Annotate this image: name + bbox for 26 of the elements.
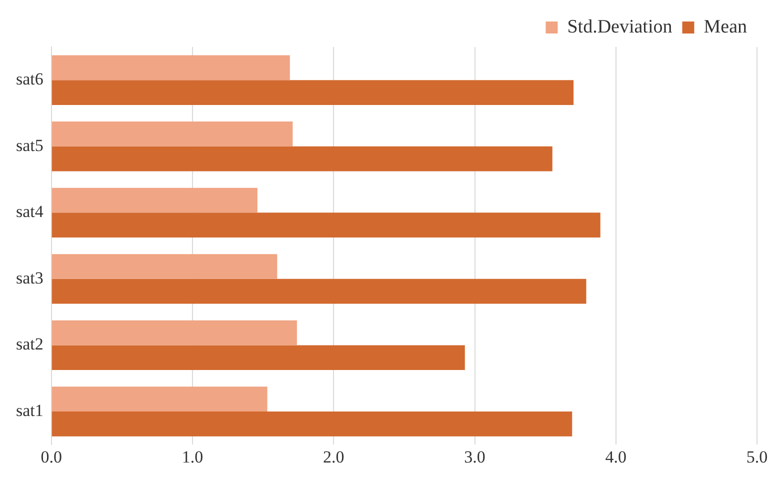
- bar: [52, 345, 465, 370]
- y-tick-label: sat4: [16, 202, 44, 222]
- y-tick-label: sat3: [16, 268, 44, 288]
- bar: [52, 146, 552, 172]
- x-tick-label: 0.0: [40, 447, 62, 466]
- x-tick-label: 2.0: [323, 447, 344, 466]
- bar: [52, 188, 258, 213]
- x-tick-label: 3.0: [464, 447, 486, 466]
- x-tick-label: 4.0: [605, 447, 626, 466]
- legend-label: Mean: [704, 16, 748, 38]
- bar: [52, 254, 278, 279]
- y-tick-label: sat6: [16, 70, 44, 89]
- bar: [52, 386, 268, 412]
- bar: [52, 278, 586, 304]
- x-tick-label: 1.0: [182, 447, 204, 466]
- bar: [52, 122, 293, 146]
- x-tick-label: 5.0: [746, 447, 768, 466]
- bar: [52, 80, 574, 105]
- y-tick-label: sat2: [16, 334, 44, 354]
- bar: [52, 212, 600, 238]
- legend-label: Std.Deviation: [567, 16, 673, 38]
- y-tick-label: sat1: [16, 400, 44, 420]
- bar: [52, 320, 297, 346]
- bar: [52, 411, 572, 436]
- bar: [52, 55, 290, 80]
- y-tick-label: sat5: [16, 136, 44, 155]
